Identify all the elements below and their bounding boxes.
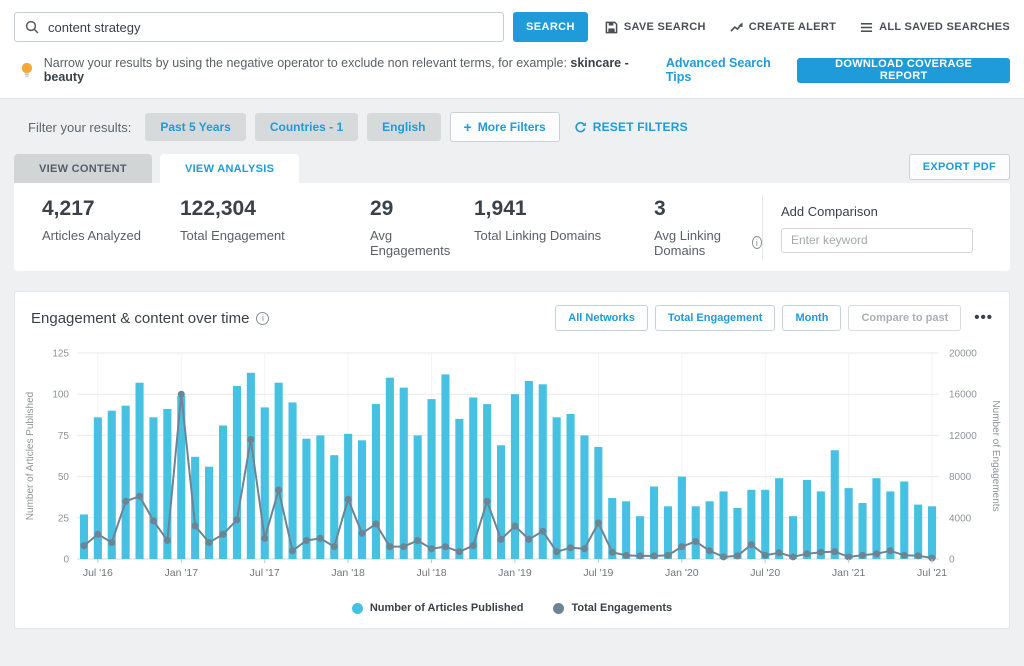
divider — [762, 195, 763, 259]
plus-icon: + — [463, 119, 472, 135]
svg-text:125: 125 — [52, 349, 69, 360]
all-saved-searches-button[interactable]: ALL SAVED SEARCHES — [860, 21, 1010, 34]
filter-bar: Filter your results: Past 5 Years Countri… — [0, 99, 1024, 154]
search-button[interactable]: SEARCH — [513, 12, 588, 42]
search-icon — [25, 20, 39, 34]
svg-text:25: 25 — [58, 513, 70, 524]
all-networks-button[interactable]: All Networks — [555, 305, 648, 331]
stat-value: 1,941 — [474, 196, 527, 220]
stat-value: 4,217 — [42, 196, 95, 220]
stat-total-linking-domains: 1,941 Total Linking Domains — [474, 197, 654, 258]
comparison-keyword-input[interactable] — [780, 227, 973, 253]
search-input-container[interactable] — [14, 12, 504, 42]
chart-area: 0 0 25 4000 50 8000 75 12000 100 16000 125 20000 Jul… — [15, 339, 1009, 598]
svg-text:Number of Engagements: Number of Engagements — [990, 400, 1001, 511]
svg-text:4000: 4000 — [949, 513, 972, 524]
svg-text:Jul '18: Jul '18 — [417, 567, 447, 579]
combo-chart: 0 0 25 4000 50 8000 75 12000 100 16000 125 20000 Jul… — [25, 349, 1001, 580]
filter-label: Filter your results: — [28, 119, 132, 135]
svg-text:12000: 12000 — [949, 431, 977, 442]
svg-text:Jul '21: Jul '21 — [917, 567, 947, 579]
save-search-label: SAVE SEARCH — [623, 21, 706, 33]
svg-text:Jan '18: Jan '18 — [331, 567, 365, 579]
stat-total-engagement: 122,304 Total Engagement — [180, 197, 370, 258]
legend-dot — [351, 602, 363, 614]
legend-item-number-of-articles-published[interactable]: Number of Articles Published — [351, 602, 524, 614]
legend-label: Total Engagements — [571, 602, 673, 614]
filter-chip-english[interactable]: English — [367, 113, 441, 141]
stat-articles-analyzed: 4,217 Articles Analyzed — [42, 197, 180, 258]
stat-value: 3 — [654, 196, 666, 220]
svg-text:16000: 16000 — [949, 390, 977, 401]
svg-text:0: 0 — [63, 555, 69, 566]
stat-avg-engagements: 29 Avg Engagements — [370, 197, 474, 258]
search-input[interactable] — [48, 19, 493, 35]
stat-value: 122,304 — [180, 196, 256, 220]
legend-item-total-engagements[interactable]: Total Engagements — [553, 602, 672, 614]
create-alert-label: CREATE ALERT — [748, 21, 837, 33]
svg-text:Jan '20: Jan '20 — [665, 567, 699, 579]
overflow-menu-icon[interactable]: ••• — [974, 309, 993, 326]
svg-text:Jul '20: Jul '20 — [750, 567, 780, 579]
reset-filters-button[interactable]: RESET FILTERS — [574, 120, 688, 134]
svg-text:20000: 20000 — [949, 349, 977, 360]
info-icon[interactable]: i — [751, 236, 762, 249]
floppy-icon — [605, 21, 618, 33]
stat-label: Articles Analyzed — [42, 227, 141, 243]
more-filters-button[interactable]: + More Filters — [449, 112, 560, 142]
stats-panel: 4,217 Articles Analyzed 122,304 Total Engag… — [14, 183, 1010, 271]
top-actions: SAVE SEARCH CREATE ALERT ALL SAVED SEARCHE… — [605, 21, 1010, 34]
svg-text:8000: 8000 — [949, 472, 972, 483]
trend-icon — [730, 21, 743, 32]
stat-label: Avg Engagements — [370, 227, 451, 258]
add-comparison-label: Add Comparison — [780, 203, 878, 219]
svg-text:Jan '19: Jan '19 — [498, 567, 532, 579]
filter-chip-past-5-years[interactable]: Past 5 Years — [145, 113, 246, 141]
svg-text:75: 75 — [58, 431, 70, 442]
info-icon[interactable]: i — [256, 311, 270, 325]
svg-text:Jul '19: Jul '19 — [583, 567, 613, 579]
lightbulb-icon — [21, 62, 33, 77]
total-engagement-button[interactable]: Total Engagement — [654, 305, 776, 331]
chart-legend: Number of Articles Published Total Engage… — [15, 598, 1009, 628]
svg-text:100: 100 — [52, 390, 69, 401]
tabs-row: VIEW CONTENT VIEW ANALYSIS EXPORT PDF — [14, 154, 1010, 183]
svg-text:Jan '21: Jan '21 — [832, 567, 866, 579]
download-coverage-report-button[interactable]: DOWNLOAD COVERAGE REPORT — [797, 57, 1011, 83]
stat-label: Total Engagement — [180, 227, 285, 243]
list-icon — [861, 22, 873, 32]
tab-view-content[interactable]: VIEW CONTENT — [14, 154, 152, 183]
top-bar: SEARCH SAVE SEARCH CREATE ALERT ALL SAVED … — [0, 0, 1024, 99]
svg-text:Number of Articles Published: Number of Articles Published — [25, 392, 36, 520]
export-pdf-button[interactable]: EXPORT PDF — [908, 154, 1010, 180]
svg-text:Jul '16: Jul '16 — [83, 567, 113, 579]
stat-value: 29 — [370, 196, 394, 220]
advanced-search-tips-link[interactable]: Advanced Search Tips — [665, 56, 771, 84]
tip-text: Narrow your results by using the negativ… — [43, 56, 629, 84]
tip-example: skincare -beauty — [43, 56, 629, 84]
tab-view-analysis[interactable]: VIEW ANALYSIS — [159, 154, 300, 183]
legend-label: Number of Articles Published — [369, 602, 524, 614]
compare-to-past-button[interactable]: Compare to past — [848, 305, 962, 331]
svg-text:50: 50 — [58, 472, 70, 483]
filter-chips: Past 5 Years Countries - 1 English — [145, 113, 449, 141]
svg-text:Jul '17: Jul '17 — [250, 567, 280, 579]
stat-avg-linking-domains: 3 Avg Linking Domains i — [654, 197, 762, 258]
svg-text:Jan '17: Jan '17 — [165, 567, 199, 579]
all-saved-searches-label: ALL SAVED SEARCHES — [879, 21, 1010, 33]
chart-buttons: All Networks Total Engagement Month Compar… — [555, 305, 993, 331]
svg-text:0: 0 — [949, 555, 955, 566]
chart-panel: Engagement & content over time i All Net… — [14, 291, 1010, 629]
legend-dot — [553, 602, 565, 614]
month-button[interactable]: Month — [782, 305, 842, 331]
filter-chip-countries-1[interactable]: Countries - 1 — [254, 113, 359, 141]
refresh-icon — [575, 121, 586, 132]
save-search-button[interactable]: SAVE SEARCH — [605, 21, 706, 34]
chart-title: Engagement & content over time i — [31, 310, 270, 327]
create-alert-button[interactable]: CREATE ALERT — [730, 21, 836, 34]
stat-label: Avg Linking Domains i — [654, 228, 762, 258]
stat-label: Total Linking Domains — [474, 227, 602, 243]
